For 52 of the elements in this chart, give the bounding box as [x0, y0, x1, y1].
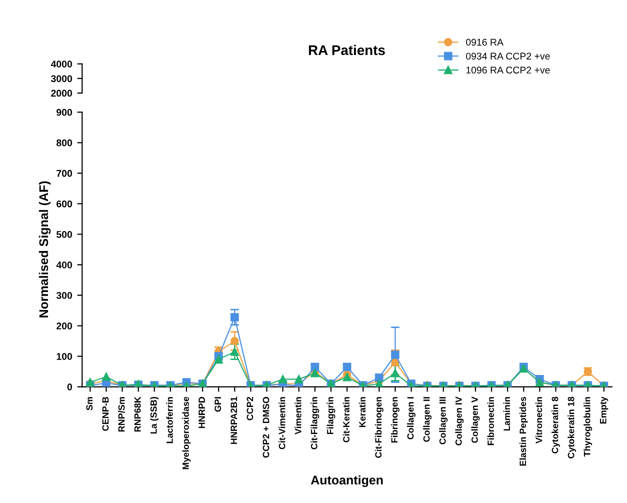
x-tick-label: Collagen I [407, 397, 416, 440]
legend-label: 0934 RA CCP2 +ve [466, 52, 550, 60]
x-tick-label: RNP/Sm [118, 397, 125, 432]
y-tick-label: 600 [56, 200, 72, 208]
y-tick-label: 500 [56, 230, 72, 238]
x-tick-label: Collagen II [423, 397, 432, 442]
y-tick-label: 900 [56, 108, 72, 116]
x-tick-label: Vimentin [294, 397, 302, 434]
x-tick-label: Fibronectin [487, 397, 494, 446]
x-tick-label: HNRPD [198, 396, 205, 428]
x-tick-label: Keratin [358, 397, 366, 428]
x-tick-label: CCP2 [246, 396, 254, 420]
x-tick-label: Filaggrin [326, 397, 336, 434]
x-tick-label: Cit-Vimentin [278, 397, 286, 450]
x-tick-label: RNP68K [134, 396, 141, 432]
y-tick-label: 700 [56, 170, 72, 177]
y-tick-label: 0 [67, 384, 72, 390]
legend-label: 1096 RA CCP2 +ve [466, 66, 550, 74]
x-tick-label: Cit-Keratin [342, 397, 350, 442]
legend-label: 0916 RA [466, 38, 504, 46]
y-tick-label: 400 [56, 261, 72, 268]
x-tick-label: HNRPA2B1 [230, 396, 237, 444]
x-tick-label: Lactoferrin [166, 397, 173, 444]
x-axis-title: Autoantigen [310, 475, 383, 488]
text: 3000 [51, 75, 72, 82]
y-tick-label: 100 [56, 353, 72, 360]
x-tick-label: Empty [600, 396, 608, 424]
x-tick-label: Vitronectin [535, 397, 542, 444]
x-tick-label: GPI [214, 397, 222, 412]
chart-title: RA Patients [308, 44, 385, 56]
x-tick-label: Myeloperoxidase [182, 396, 191, 470]
x-tick-label: Sm [86, 397, 93, 410]
text: 4000 [50, 60, 72, 68]
x-tick-label: Collagen IV [455, 396, 464, 446]
x-tick-label: CENP-B [102, 396, 109, 431]
x-tick-label: Thyroglobulin [584, 397, 592, 457]
y-tick-label: 800 [56, 139, 72, 146]
y-tick-label: 300 [56, 292, 72, 299]
x-tick-label: CCP2 + DMSO [262, 396, 270, 458]
x-tick-label: Cytokeratin 18 [568, 396, 576, 458]
x-tick-label: Laminin [503, 397, 510, 431]
x-tick-label: Fibrinogen [390, 397, 400, 443]
x-tick-label: Cytokeratin 8 [552, 396, 560, 454]
x-tick-label: Cit-Fibrinogen [374, 397, 384, 458]
x-tick-label: Cit-Filaggrin [310, 397, 320, 450]
x-tick-label: La (SSB) [150, 396, 159, 434]
x-tick-label: Collagen V [471, 396, 480, 443]
x-tick-label: Elastin Peptides [519, 396, 528, 466]
x-tick-label: Collagen III [439, 397, 448, 444]
text: 2000 [51, 90, 72, 97]
y-axis-title: Normalised Signal (AF) [38, 181, 51, 318]
y-tick-label: 200 [56, 322, 72, 330]
